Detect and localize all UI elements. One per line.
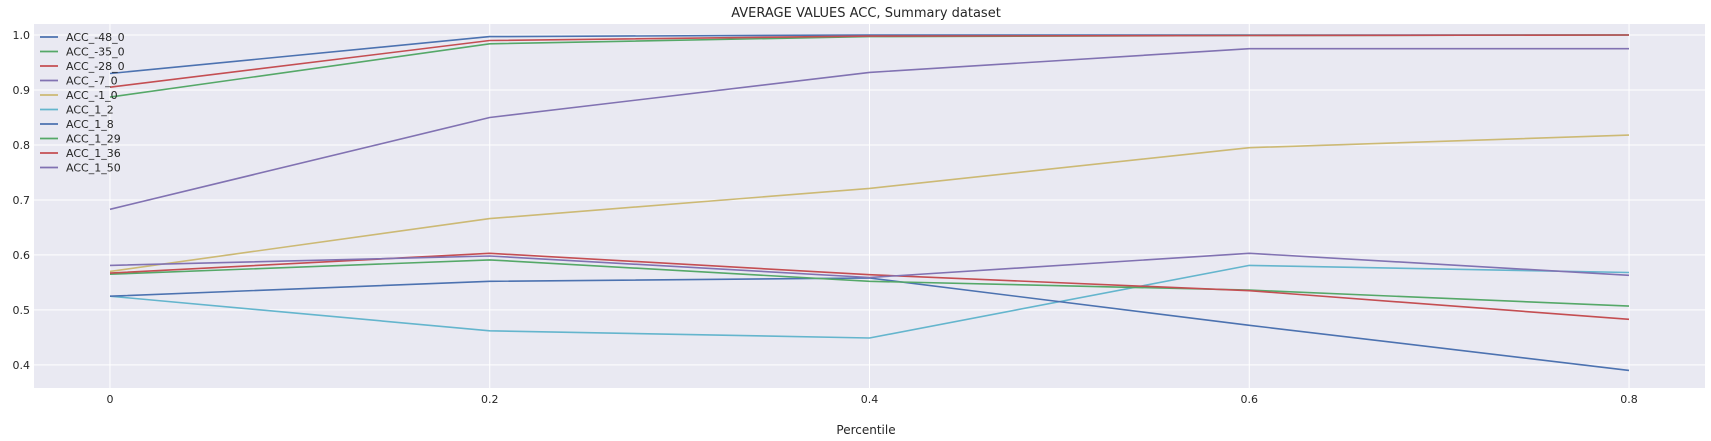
x-axis-label: Percentile (836, 423, 895, 437)
series-lines (109, 34, 1630, 372)
y-tick-label: 0.4 (13, 359, 31, 372)
legend-label: ACC_1_29 (66, 133, 121, 146)
series-line (109, 47, 1629, 211)
series-line (109, 34, 1630, 88)
legend-label: ACC_-28_0 (66, 60, 125, 73)
series-line (109, 252, 1630, 279)
x-tick-label: 0.4 (861, 393, 879, 406)
y-tick-label: 1.0 (13, 29, 31, 42)
chart-title: AVERAGE VALUES ACC, Summary dataset (731, 6, 1001, 21)
series-line (109, 264, 1630, 339)
y-tick-label: 0.6 (13, 249, 31, 262)
legend-label: ACC_-35_0 (66, 46, 125, 59)
series-line (109, 134, 1630, 273)
grid (34, 24, 1705, 388)
legend-label: ACC_1_36 (66, 147, 121, 160)
series-line (109, 259, 1630, 307)
x-tick-label: 0.6 (1241, 393, 1259, 406)
x-tick-label: 0 (106, 393, 113, 406)
legend-label: ACC_1_50 (66, 162, 121, 175)
y-tick-label: 0.8 (13, 139, 31, 152)
tick-labels: 0 0.2 0.4 0.6 0.8 0.4 0.5 0.6 0.7 0.8 0.9 1.0 (13, 29, 1638, 406)
legend-label: ACC_1_2 (66, 104, 114, 117)
y-tick-label: 0.9 (13, 84, 31, 97)
legend-label: ACC_-1_0 (66, 89, 118, 102)
legend-label: ACC_-7_0 (66, 75, 118, 88)
legend-label: ACC_-48_0 (66, 31, 125, 44)
x-tick-label: 0.2 (481, 393, 499, 406)
legend-label: ACC_1_8 (66, 118, 114, 131)
x-tick-label: 0.8 (1620, 393, 1638, 406)
y-tick-label: 0.5 (13, 304, 31, 317)
y-tick-label: 0.7 (13, 194, 31, 207)
